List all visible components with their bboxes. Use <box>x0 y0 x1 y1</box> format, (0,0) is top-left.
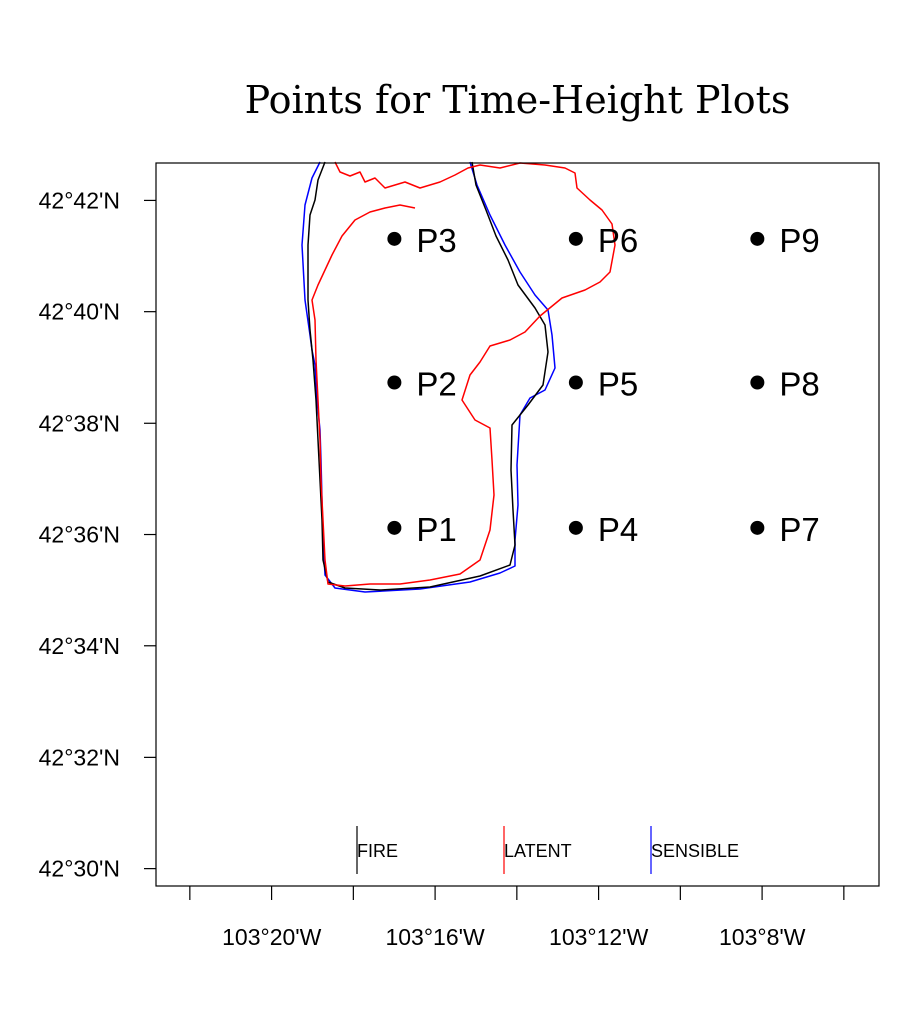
point-marker <box>387 231 402 246</box>
y-tick-label: 42°42'N <box>39 187 120 213</box>
point-marker <box>750 231 765 246</box>
point-marker <box>568 520 583 535</box>
point-marker <box>387 375 402 390</box>
legend-label: LATENT <box>504 841 572 861</box>
point-label: P4 <box>598 511 638 548</box>
plot-frame <box>155 162 880 887</box>
x-tick-label: 103°20'W <box>222 924 322 950</box>
legend-label: FIRE <box>357 841 398 861</box>
point-marker <box>750 375 765 390</box>
chart-title: Points for Time-Height Plots <box>244 78 791 122</box>
legend: FIRE LATENT SENSIBLE <box>356 826 739 874</box>
point-label: P3 <box>416 222 456 259</box>
point-marker <box>750 520 765 535</box>
y-tick-label: 42°38'N <box>39 410 120 436</box>
y-tick-label: 42°36'N <box>39 522 120 548</box>
legend-label: SENSIBLE <box>651 841 739 861</box>
point-label: P6 <box>598 222 638 259</box>
point-label: P1 <box>416 511 456 548</box>
contour-group <box>301 161 616 593</box>
x-tick-label: 103°16'W <box>385 924 485 950</box>
axes-frame: 42°42'N 42°40'N 42°38'N 42°36'N 42°34'N 42°32… <box>39 162 880 950</box>
points-layer: P1 P2 P3 P4 P5 P6 P7 P8 P9 <box>387 222 820 548</box>
point-marker <box>568 375 583 390</box>
point-marker <box>387 520 402 535</box>
y-tick-label: 42°34'N <box>39 633 120 659</box>
y-tick-label: 42°30'N <box>39 856 120 882</box>
point-marker <box>568 231 583 246</box>
y-tick-label: 42°32'N <box>39 744 120 770</box>
x-tick-label: 103°12'W <box>549 924 649 950</box>
point-label: P9 <box>779 222 819 259</box>
x-tick-label: 103°8'W <box>719 924 806 950</box>
point-label: P7 <box>779 511 819 548</box>
point-label: P8 <box>779 366 819 403</box>
fire-contour <box>307 161 549 591</box>
latent-contour <box>311 161 616 587</box>
point-label: P5 <box>598 366 638 403</box>
point-label: P2 <box>416 366 456 403</box>
y-tick-label: 42°40'N <box>39 299 120 325</box>
